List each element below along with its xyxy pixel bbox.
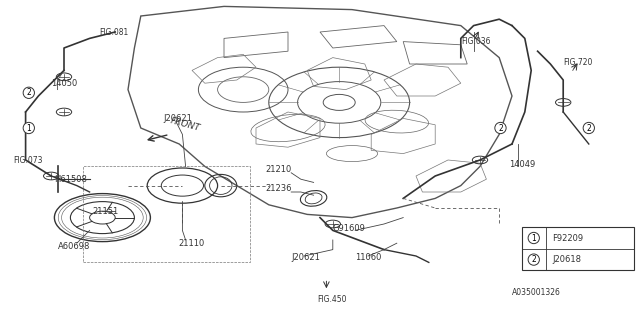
Text: 21236: 21236 [266,184,292,193]
Text: 1: 1 [531,234,536,243]
Text: FIG.081: FIG.081 [99,28,129,36]
Text: 21110: 21110 [178,239,204,248]
Text: 2: 2 [498,124,503,132]
Text: H61508: H61508 [54,175,87,184]
Text: FIG.720: FIG.720 [563,58,593,67]
Text: G91609: G91609 [333,224,365,233]
Text: FRONT: FRONT [170,116,202,133]
Text: 2: 2 [531,255,536,264]
Text: 14049: 14049 [509,160,535,169]
Text: 2: 2 [586,124,591,132]
Text: J20621: J20621 [163,114,192,123]
Text: A035001326: A035001326 [512,288,561,297]
Text: A60698: A60698 [58,242,90,251]
Text: 21210: 21210 [266,165,292,174]
Text: 1: 1 [26,124,31,132]
Text: FIG.036: FIG.036 [461,37,490,46]
Text: 21151: 21151 [93,207,119,216]
Text: 11060: 11060 [355,253,381,262]
Text: F92209: F92209 [552,234,584,243]
Text: 2: 2 [26,88,31,97]
Text: 14050: 14050 [51,79,77,88]
Text: J20618: J20618 [552,255,581,264]
Text: FIG.073: FIG.073 [13,156,42,164]
Text: J20621: J20621 [291,253,320,262]
Bar [522,227,634,270]
Text: FIG.450: FIG.450 [317,295,346,304]
